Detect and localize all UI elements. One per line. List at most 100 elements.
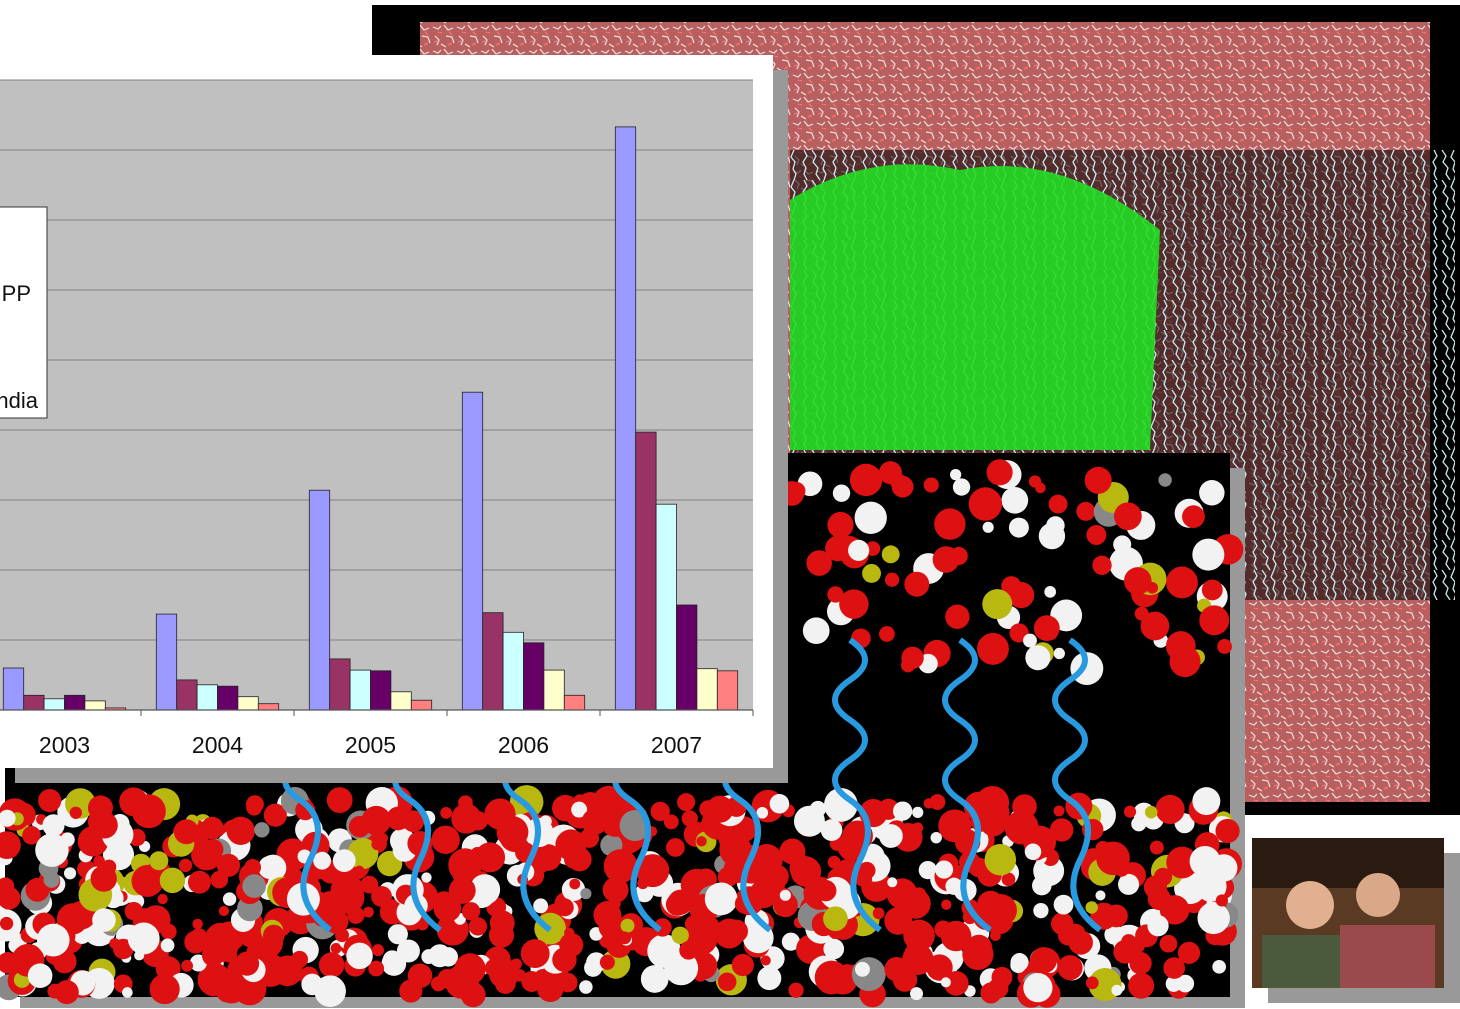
bar: [543, 669, 565, 711]
atom: [697, 966, 710, 979]
atom: [93, 855, 105, 868]
atom: [666, 838, 685, 857]
chart: 2003 2004 2005 2006 2007 PP ndia: [0, 79, 754, 758]
bar: [676, 604, 698, 711]
atom: [849, 463, 883, 497]
atom: [1105, 928, 1116, 940]
atom: [1113, 502, 1142, 531]
atom: [368, 960, 385, 977]
atom: [941, 899, 952, 910]
atom: [586, 952, 607, 973]
atom: [1140, 611, 1170, 641]
atom: [360, 875, 379, 894]
atom: [122, 987, 133, 998]
legend-label: PP: [2, 281, 31, 306]
atom: [980, 982, 1002, 1004]
bar: [196, 684, 218, 711]
atom: [244, 858, 262, 876]
atom: [681, 810, 698, 827]
bar: [614, 126, 637, 711]
atom: [184, 930, 208, 954]
atom: [1149, 840, 1164, 855]
atom: [25, 877, 50, 902]
atom: [69, 806, 83, 819]
atom: [779, 889, 791, 901]
atom: [0, 877, 15, 896]
atom: [934, 860, 954, 879]
x-tick-label: 2007: [651, 732, 702, 758]
atom: [1163, 957, 1186, 979]
atom: [173, 819, 199, 845]
atom: [402, 810, 425, 833]
atom: [1046, 516, 1065, 535]
atom: [1048, 494, 1068, 514]
x-tick-label: 2006: [498, 732, 549, 758]
atom: [178, 858, 193, 873]
atom: [663, 814, 679, 830]
atom: [579, 980, 593, 994]
atom: [571, 801, 588, 818]
sphere-group: [0, 459, 1244, 1008]
atom: [461, 902, 481, 921]
face: [1286, 881, 1334, 929]
atom: [192, 918, 203, 930]
atom: [474, 842, 506, 873]
atom: [448, 877, 476, 904]
face: [1356, 873, 1400, 917]
atom: [827, 586, 844, 603]
atom: [1217, 639, 1232, 654]
atom: [825, 535, 851, 562]
atom: [494, 973, 516, 994]
atom: [787, 482, 806, 500]
atom: [555, 898, 574, 917]
atom: [1001, 872, 1016, 887]
atom: [665, 893, 689, 916]
atom: [551, 794, 579, 822]
atom: [598, 912, 626, 941]
atom: [1123, 567, 1152, 595]
atom: [1068, 930, 1093, 955]
atom: [1159, 934, 1178, 953]
atom: [949, 546, 968, 566]
helix: [942, 637, 992, 933]
bar: [523, 642, 545, 711]
atom: [190, 872, 208, 890]
atom: [952, 478, 971, 496]
atom: [717, 972, 737, 992]
atom: [855, 961, 870, 977]
atom: [1084, 466, 1112, 494]
atom: [793, 805, 825, 837]
atom: [91, 811, 118, 839]
legend-label: ndia: [0, 388, 39, 413]
atom: [945, 604, 970, 629]
atom: [815, 879, 837, 902]
atom: [872, 907, 885, 920]
atom: [440, 807, 453, 819]
atom: [521, 971, 543, 992]
atom: [421, 872, 432, 883]
atom: [1023, 633, 1037, 648]
atom: [878, 461, 902, 485]
atom: [757, 966, 782, 991]
atom: [806, 550, 832, 576]
atom: [977, 890, 1004, 918]
atom: [977, 632, 1009, 665]
atom: [1201, 579, 1223, 601]
atom: [912, 806, 924, 818]
atom: [620, 918, 635, 933]
bar: [84, 700, 106, 711]
atom: [1028, 475, 1042, 488]
atom: [1025, 645, 1051, 671]
atom: [962, 938, 994, 971]
bar: [43, 698, 65, 711]
atom: [1053, 647, 1065, 660]
bar: [461, 391, 484, 711]
atom: [159, 867, 186, 894]
bar: [176, 679, 198, 711]
atom: [1147, 886, 1171, 911]
atom: [621, 859, 635, 873]
atom: [354, 865, 365, 876]
atom: [222, 892, 237, 906]
atom: [552, 947, 577, 972]
atom: [930, 831, 942, 844]
